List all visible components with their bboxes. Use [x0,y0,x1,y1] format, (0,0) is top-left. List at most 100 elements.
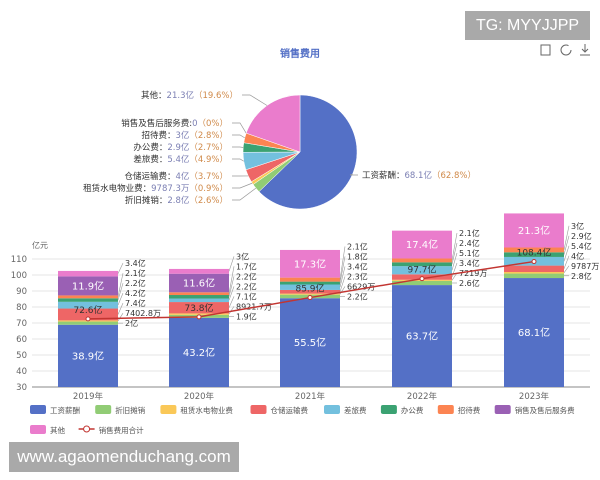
legend-swatch [30,425,46,434]
legend-label: 折旧摊销 [115,405,145,415]
bar-label-line [117,263,124,274]
legend-item[interactable]: 招待费 [437,405,481,415]
watermark-top: TG: MYYJJPP [465,11,590,40]
legend-swatch [95,405,112,414]
data-view-icon[interactable] [540,44,551,56]
total-label: 73.8亿 [184,302,213,314]
total-point[interactable] [307,295,313,301]
legend-label: 其他 [50,425,65,435]
total-point[interactable] [196,314,202,320]
bar-segment[interactable] [169,313,229,315]
legend-label: 租赁水电物业费 [180,405,233,415]
x-tick-label: 2022年 [407,391,438,402]
bar-label-line [563,265,570,273]
total-point[interactable] [419,276,425,282]
legend-swatch [380,405,397,414]
bar-segment[interactable] [504,273,564,279]
bar-segment[interactable] [58,308,118,321]
pie-label-line [242,94,268,106]
slice-value: 4亿 [175,171,189,182]
bar-segment[interactable] [58,295,118,299]
bar-segment[interactable] [280,289,340,294]
legend-item[interactable]: 差旅费 [324,405,367,415]
pie-label-line [232,134,245,139]
legend-item[interactable]: 折旧摊销 [95,405,146,415]
bar-segment[interactable] [58,324,118,387]
bar-segment[interactable] [169,302,229,314]
bar-segment[interactable] [504,265,564,272]
bar-label: 2.1亿 [459,228,480,238]
bar-label: 2.2亿 [347,291,368,301]
bar-label: 2.3亿 [347,271,368,281]
legend-item[interactable]: 其他 [30,425,65,435]
bar-segment[interactable] [169,292,229,296]
bar-segment[interactable] [504,278,564,387]
bar-segment[interactable] [392,285,452,387]
download-icon[interactable] [580,44,590,56]
refresh-icon[interactable] [560,44,572,56]
bar-label: 1.9亿 [236,311,257,321]
bar-segment[interactable] [280,293,340,295]
bar-segment[interactable] [58,321,118,325]
bar-label: 5.1亿 [459,248,480,258]
y-tick-label: 100 [11,271,27,281]
pie-label: 工资薪酬：68.1亿（62.8%） [362,170,476,181]
legend-item[interactable]: 销售及售后服务费 [494,405,575,415]
bar-segment[interactable] [392,280,452,286]
bar-label-line [228,276,235,297]
pie-label-line [232,182,253,189]
bar-label-line [563,225,570,250]
bar-segment[interactable] [58,276,118,296]
bar-segment[interactable] [504,213,564,248]
total-point[interactable] [85,316,91,322]
bar-segment[interactable] [280,281,340,285]
bar-segment[interactable] [169,298,229,303]
legend-label: 销售及售后服务费 [515,405,575,415]
bar-segment[interactable] [169,273,229,293]
bar-label: 2亿 [125,318,138,328]
bar-segment[interactable] [169,317,229,387]
bar-segment[interactable] [58,298,118,302]
bar-segment[interactable] [392,266,452,275]
bar-segment[interactable] [504,252,564,257]
bar-label: 9787万 [571,262,599,271]
bar-label: 38.9亿 [72,349,104,362]
pie-label-line [232,122,247,134]
total-point[interactable] [531,259,537,265]
bar-label-line [451,272,458,281]
slice-percent: （2.8%） [189,130,228,141]
bar-segment[interactable] [169,268,229,274]
legend-item[interactable]: 租赁水电物业费 [160,405,233,415]
bar-segment[interactable] [58,270,118,277]
legend-item[interactable]: 工资薪酬 [30,405,80,415]
bar-label: 7402.8万 [125,309,161,318]
slice-percent: （2.7%） [189,142,228,153]
bar-segment[interactable] [280,298,340,387]
slice-percent: （3.7%） [189,171,228,182]
legend-item[interactable]: 仓储运输费 [250,405,309,415]
legend-item[interactable]: 办公费 [380,405,424,415]
bar-label-line [228,286,235,301]
slice-percent: （62.8%） [432,170,476,181]
bar-segment[interactable] [280,284,340,290]
slice-value: 5.4亿 [167,154,189,165]
pie-label-line [232,187,257,201]
bar-segment[interactable] [392,262,452,267]
bar-segment[interactable] [58,301,118,309]
bar-segment[interactable] [504,247,564,253]
bar-label: 3.4亿 [459,258,480,268]
pie-label: 其他：21.3亿（19.6%） [141,90,238,101]
bar-segment[interactable] [392,258,452,263]
pie-slice[interactable] [258,94,358,210]
bar-segment[interactable] [280,277,340,282]
bar-segment[interactable] [169,295,229,299]
bar-segment[interactable] [392,230,452,259]
bar-segment[interactable] [280,249,340,278]
bar-label: 11.9亿 [72,279,104,292]
bar-segment[interactable] [504,271,564,274]
bar-label: 5.4亿 [571,241,592,251]
bar-label: 68.1亿 [518,326,550,339]
legend-item[interactable]: 销售费用合计 [78,425,144,435]
bar-label-line [228,256,235,272]
